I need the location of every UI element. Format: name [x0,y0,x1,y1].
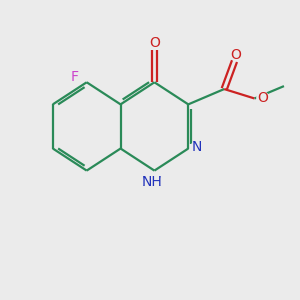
Text: N: N [192,140,202,154]
Text: O: O [230,48,242,62]
Text: N: N [192,140,202,154]
Text: O: O [230,48,242,62]
Circle shape [191,141,203,153]
Text: O: O [149,36,160,50]
Circle shape [257,92,269,104]
Text: F: F [70,70,78,84]
Circle shape [143,173,161,190]
Text: O: O [257,91,268,105]
Circle shape [68,71,80,83]
Text: O: O [149,36,160,50]
Text: O: O [257,91,268,105]
Circle shape [230,49,242,61]
Text: NH: NH [142,175,162,189]
Text: F: F [70,70,78,84]
Text: NH: NH [142,175,162,189]
Circle shape [148,38,160,49]
